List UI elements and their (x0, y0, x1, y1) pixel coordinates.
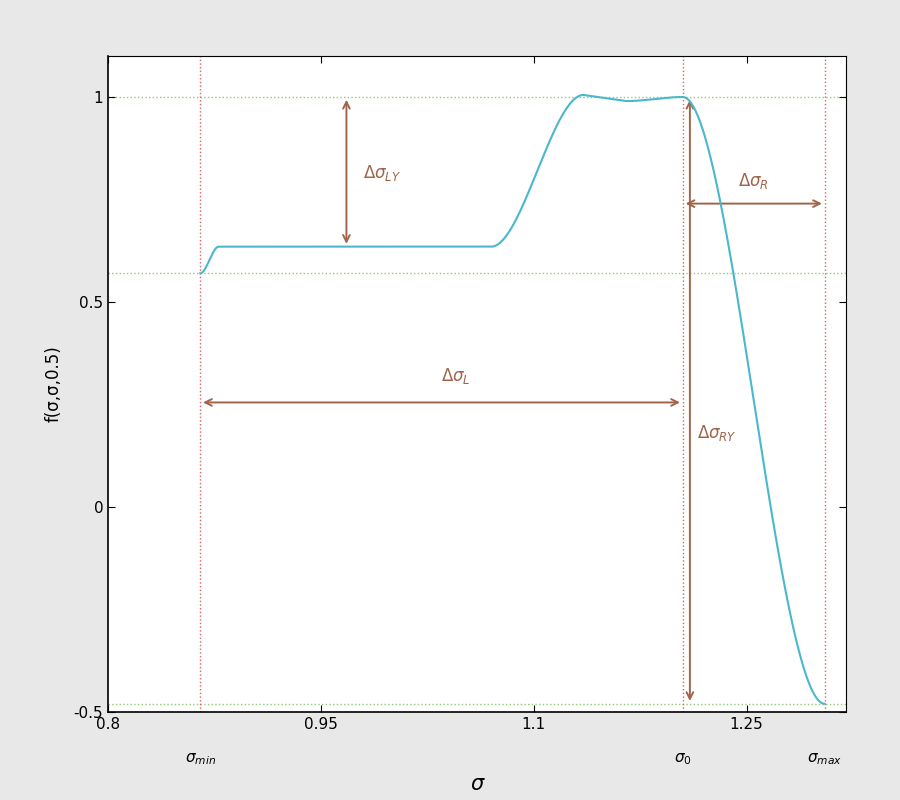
Y-axis label: f(σ,σ,0.5): f(σ,σ,0.5) (44, 346, 62, 422)
X-axis label: σ: σ (471, 774, 483, 794)
Text: $\sigma_{min}$: $\sigma_{min}$ (184, 751, 216, 766)
Text: $\Delta\sigma_{RY}$: $\Delta\sigma_{RY}$ (697, 423, 737, 443)
Text: $\sigma_0$: $\sigma_0$ (674, 751, 692, 766)
Text: $\Delta\sigma_{LY}$: $\Delta\sigma_{LY}$ (364, 163, 401, 183)
Text: $\Delta\sigma_{R}$: $\Delta\sigma_{R}$ (738, 171, 770, 191)
Text: $\Delta\sigma_{L}$: $\Delta\sigma_{L}$ (441, 366, 471, 386)
Text: $\sigma_{max}$: $\sigma_{max}$ (807, 751, 842, 766)
